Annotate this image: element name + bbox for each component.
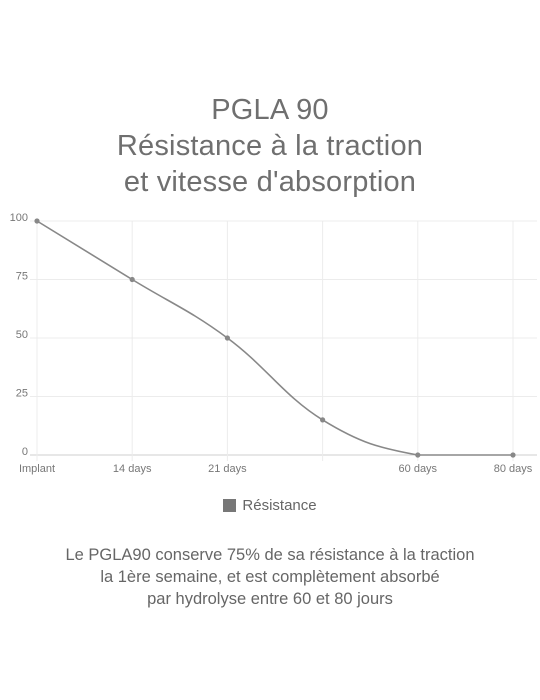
x-tick-label: 21 days — [208, 463, 247, 475]
x-tick-label: 60 days — [399, 463, 438, 475]
x-tick-label: Implant — [19, 463, 55, 475]
y-tick-label: 75 — [16, 271, 28, 283]
caption: Le PGLA90 conserve 75% de sa résistance … — [0, 544, 540, 610]
title-line-2: Résistance à la traction — [116, 130, 424, 162]
y-tick-label: 50 — [16, 329, 28, 341]
series — [34, 218, 516, 458]
grid — [30, 220, 537, 461]
data-point[interactable] — [415, 452, 421, 458]
data-point[interactable] — [320, 417, 326, 423]
legend[interactable]: Résistance — [0, 497, 540, 514]
title-line-1: PGLA 90 — [211, 94, 329, 126]
chart-title: PGLA 90 Résistance à la traction et vite… — [0, 92, 540, 200]
line-chart: 0 25 50 75 100 Implant 14 days 21 days 60 days 8… — [10, 212, 537, 475]
data-point[interactable] — [129, 276, 135, 283]
data-point[interactable] — [34, 218, 40, 224]
title-line-3: et vitesse d'absorption — [123, 166, 417, 198]
y-tick-label: 25 — [16, 388, 28, 400]
caption-line-1: Le PGLA90 conserve 75% de sa résistance … — [65, 546, 475, 564]
x-tick-label: 14 days — [113, 463, 152, 475]
y-tick-label: 100 — [10, 212, 28, 224]
legend-label: Résistance — [242, 497, 317, 514]
x-axis-ticks: Implant 14 days 21 days 60 days 80 days — [19, 463, 533, 475]
data-point[interactable] — [510, 452, 516, 458]
data-point[interactable] — [224, 335, 230, 341]
y-tick-label: 0 — [22, 446, 28, 458]
x-tick-label: 80 days — [494, 463, 533, 475]
caption-line-2: la 1ère semaine, et est complètement abs… — [100, 568, 440, 586]
y-axis-ticks: 0 25 50 75 100 — [10, 212, 28, 458]
caption-line-3: par hydrolyse entre 60 et 80 jours — [147, 590, 393, 608]
legend-swatch — [223, 499, 237, 512]
